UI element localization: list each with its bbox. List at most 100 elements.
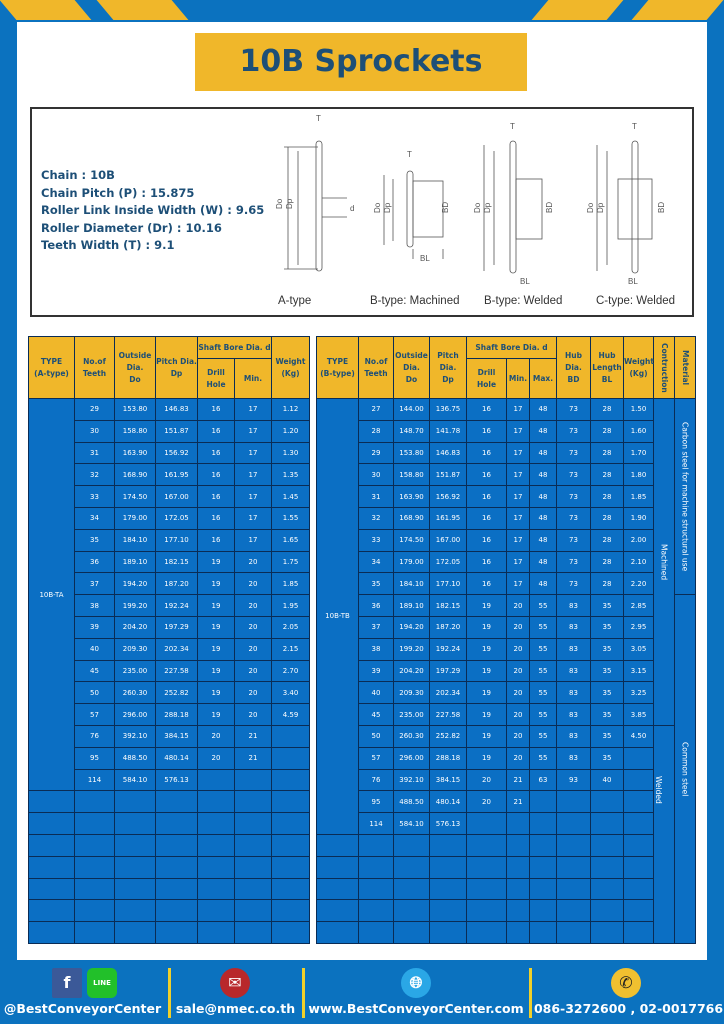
table-row — [28, 790, 310, 814]
svg-text:Dp: Dp — [483, 202, 492, 213]
table-cell — [271, 833, 310, 857]
table-cell — [429, 855, 467, 879]
table-cell — [271, 724, 310, 748]
material-common-steel: Common steel — [674, 594, 696, 944]
table-cell — [429, 833, 467, 857]
table-cell — [234, 921, 272, 944]
empty-cell — [316, 833, 359, 857]
table-cell — [429, 899, 467, 923]
table-cell: 38 — [74, 594, 115, 617]
table-cell: 48 — [529, 441, 557, 465]
table-cell — [271, 921, 310, 944]
table-cell: 296.00 — [393, 746, 430, 770]
table-cell: 179.00 — [393, 550, 430, 574]
svg-text:BL: BL — [628, 277, 638, 286]
table-cell: 488.50 — [114, 746, 156, 770]
table-cell: 20 — [506, 659, 530, 683]
table-row: 39 204.20 197.29 19 20 55 83 35 3.15 — [317, 659, 696, 683]
footer-email[interactable]: ✉ sale@nmec.co.th — [173, 960, 298, 1024]
table-cell: 19 — [466, 746, 507, 770]
table-cell: 161.95 — [155, 463, 198, 487]
table-cell — [590, 921, 624, 944]
table-cell: 17 — [234, 463, 272, 487]
table-cell: 55 — [529, 594, 557, 617]
table-cell: 38 — [358, 637, 394, 661]
table-cell: 35 — [74, 528, 115, 552]
table-cell: 194.20 — [393, 615, 430, 639]
table-cell: 50 — [358, 724, 394, 748]
footer-social[interactable]: f LINE @BestConveyorCenter — [0, 960, 165, 1024]
table-cell: 19 — [466, 659, 507, 683]
table-cell: 156.92 — [155, 441, 198, 465]
table-cell: 34 — [358, 550, 394, 574]
facebook-icon[interactable]: f — [52, 968, 82, 998]
table-cell: 151.87 — [155, 419, 198, 443]
table-cell — [197, 790, 235, 814]
header-weight: Weight (Kg) — [271, 336, 310, 399]
table-cell: 39 — [358, 659, 394, 683]
table-cell — [197, 768, 235, 792]
phone-numbers[interactable]: 086-3272600 , 02-0017766 — [533, 1001, 724, 1016]
table-cell: 1.30 — [271, 441, 310, 465]
table-cell: 163.90 — [393, 485, 430, 508]
table-row: 114 584.10 576.13 — [317, 812, 696, 835]
table-cell: 16 — [466, 528, 507, 552]
table-cell: 40 — [74, 637, 115, 661]
table-cell: 17 — [234, 506, 272, 530]
table-cell: 29 — [358, 441, 394, 465]
table-cell: 158.80 — [393, 463, 430, 487]
table-cell — [556, 812, 591, 835]
table-cell — [623, 746, 654, 770]
table-cell — [114, 899, 156, 923]
table-cell: 19 — [197, 703, 235, 726]
table-cell — [393, 899, 430, 923]
header-min: Min. — [506, 358, 530, 399]
table-row: 45 235.00 227.58 19 20 55 83 35 3.85 — [317, 703, 696, 726]
table-row: 76 392.10 384.15 20 21 63 93 40 — [317, 768, 696, 792]
table-cell — [358, 877, 394, 901]
empty-cell — [316, 899, 359, 923]
table-row: 38 199.20 192.24 19 20 55 83 35 3.05 — [317, 637, 696, 661]
header-outside-dia: Outside Dia. Do — [393, 336, 430, 399]
line-icon[interactable]: LINE — [87, 968, 117, 998]
table-cell — [623, 877, 654, 901]
mail-icon: ✉ — [220, 968, 250, 998]
table-cell: 16 — [466, 398, 507, 421]
table-cell: 16 — [197, 528, 235, 552]
b-type-machined-drawing: Do Dp BD BL T — [373, 150, 450, 263]
table-cell: 199.20 — [114, 594, 156, 617]
table-row: 32 168.90 161.95 16 17 48 73 28 1.90 — [317, 506, 696, 530]
construction-machined: Machined — [653, 398, 675, 726]
table-cell: 16 — [197, 398, 235, 421]
table-row — [28, 921, 310, 944]
table-cell: 83 — [556, 724, 591, 748]
footer-website[interactable]: 🌐︎ www.BestConveyorCenter.com — [306, 960, 526, 1024]
table-row: 10B-TB 27 144.00 136.75 16 17 48 73 28 1.50 Machin… — [316, 397, 696, 835]
globe-icon: 🌐︎ — [401, 968, 431, 998]
svg-text:Dp: Dp — [285, 198, 294, 209]
table-cell — [506, 833, 530, 857]
empty-cell — [28, 921, 75, 944]
table-cell: 209.30 — [114, 637, 156, 661]
table-cell: 576.13 — [155, 768, 198, 792]
table-cell: 95 — [74, 746, 115, 770]
table-cell: 55 — [529, 681, 557, 705]
table-cell — [271, 855, 310, 879]
table-cell: 17 — [506, 528, 530, 552]
footer-phone[interactable]: ✆ 086-3272600 , 02-0017766 — [533, 960, 724, 1024]
table-cell: 1.45 — [271, 485, 310, 508]
table-cell: 184.10 — [393, 572, 430, 596]
table-cell: 197.29 — [155, 615, 198, 639]
table-cell: 36 — [358, 594, 394, 617]
website-link[interactable]: www.BestConveyorCenter.com — [308, 1001, 524, 1016]
table-cell: 252.82 — [429, 724, 467, 748]
table-cell: 114 — [358, 812, 394, 835]
table-cell — [466, 812, 507, 835]
sprocket-drawings: Do Dp d T Do Dp BD BL T Do Dp BD BL T — [275, 114, 666, 286]
table-cell: 93 — [556, 768, 591, 792]
table-cell: 141.78 — [429, 419, 467, 443]
table-cell — [393, 921, 430, 944]
table-cell — [114, 812, 156, 835]
email-address[interactable]: sale@nmec.co.th — [175, 1001, 296, 1016]
table-cell: 48 — [529, 485, 557, 508]
